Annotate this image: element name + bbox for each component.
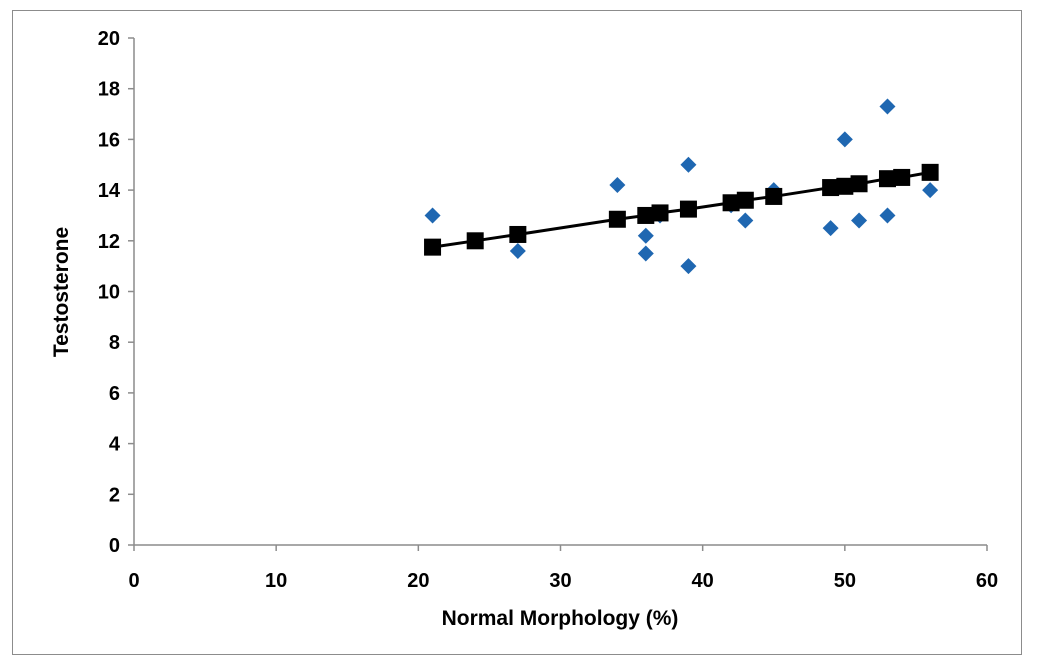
tick-labels: 0 2 4 6 8 10 12 14 16 18 20 0 10 20 30 40 50 60 [98, 28, 998, 592]
data-point-diamond [922, 182, 939, 199]
data-point-diamond [424, 207, 441, 224]
x-tick-label: 60 [976, 570, 998, 592]
y-tick-label: 6 [109, 383, 120, 405]
x-tick-label: 0 [128, 570, 139, 592]
data-point-square [765, 187, 783, 205]
data-point-square [651, 204, 669, 222]
x-tick-label: 50 [834, 570, 856, 592]
data-point-diamond [680, 258, 697, 275]
data-point-square [679, 200, 697, 218]
y-tick-label: 2 [109, 484, 120, 506]
data-point-square [921, 163, 939, 181]
y-tick-label: 14 [98, 180, 121, 202]
y-tick-label: 16 [98, 129, 120, 151]
chart-frame [12, 10, 1022, 655]
x-axis-title: Normal Morphology (%) [442, 607, 679, 630]
data-point-square [722, 194, 740, 212]
data-point-square [836, 177, 854, 195]
data-point-diamond [509, 242, 526, 259]
y-axis-title: Testosterone [50, 227, 73, 357]
data-point-square [509, 225, 527, 243]
data-point-diamond [737, 212, 754, 229]
data-point-square [637, 206, 655, 224]
data-point-diamond [637, 227, 654, 244]
data-point-square [466, 232, 484, 250]
y-tick-label: 8 [109, 332, 120, 354]
data-point-square [850, 175, 868, 193]
y-tick-label: 4 [109, 434, 121, 456]
data-point-diamond [836, 131, 853, 148]
axes [128, 37, 988, 551]
data-point-diamond [851, 212, 868, 229]
data-point-diamond [637, 245, 654, 262]
data-point-square [608, 210, 626, 228]
data-point-diamond [879, 207, 896, 224]
y-tick-label: 12 [98, 231, 120, 253]
data-point-square [424, 238, 442, 256]
data-point-square [893, 168, 911, 186]
y-tick-label: 0 [109, 535, 120, 557]
data-marks [424, 98, 939, 275]
y-tick-label: 10 [98, 282, 120, 304]
data-point-diamond [879, 98, 896, 115]
y-tick-label: 20 [98, 28, 120, 50]
x-tick-label: 40 [692, 570, 714, 592]
data-point-square [736, 191, 754, 209]
x-tick-label: 30 [549, 570, 571, 592]
x-tick-label: 20 [407, 570, 429, 592]
x-tick-label: 10 [265, 570, 287, 592]
data-point-square [878, 170, 896, 188]
data-point-square [822, 179, 840, 197]
data-point-diamond [609, 177, 626, 194]
y-tick-label: 18 [98, 79, 120, 101]
data-point-diamond [680, 156, 697, 173]
data-point-diamond [822, 220, 839, 237]
